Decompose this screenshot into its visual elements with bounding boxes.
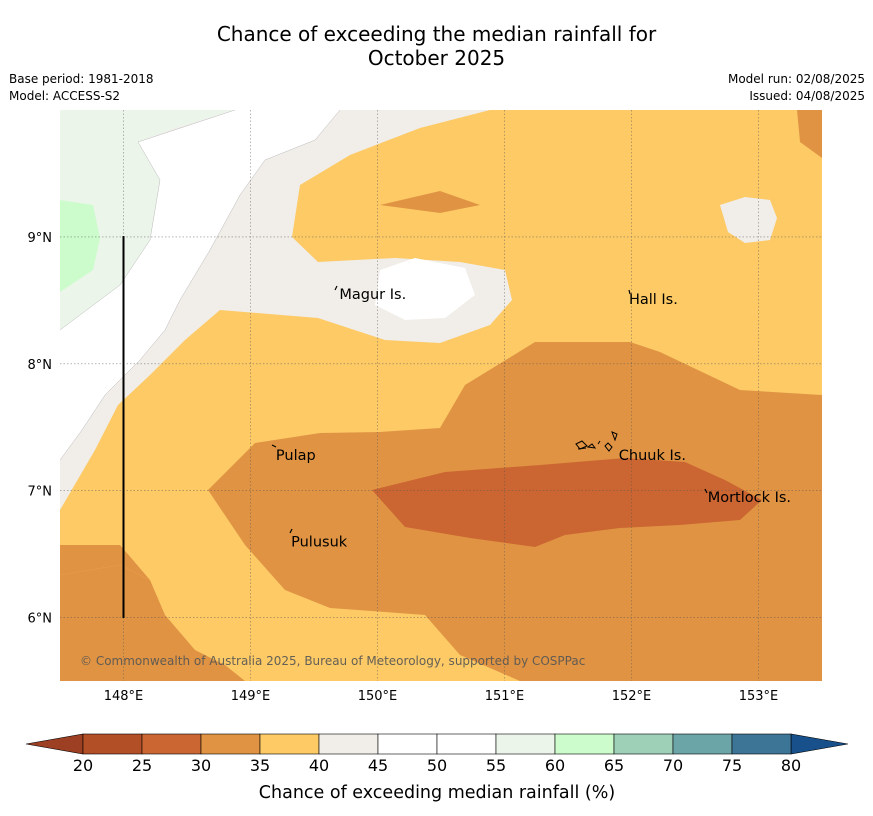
- colorbar-tick-label: 65: [604, 756, 624, 775]
- band-30-35-corner: [797, 110, 822, 158]
- colorbar-tick-label: 70: [663, 756, 683, 775]
- lon-tick-label: 150°E: [358, 689, 398, 704]
- band-60-65: [60, 200, 100, 292]
- colorbar: 20 25 30 35 40 45 50 55 60 65 70 75 80: [25, 733, 849, 775]
- band-25-30: [372, 458, 762, 547]
- colorbar-segment: [82, 733, 143, 755]
- colorbar-segment: [495, 733, 556, 755]
- longitude-ticks: 148°E 149°E 150°E 151°E 152°E 153°E: [104, 689, 779, 704]
- island-markers: [271, 285, 708, 534]
- band-45-55-hole: [375, 258, 475, 320]
- colorbar-segment: [200, 733, 261, 755]
- colorbar-segment: [259, 733, 320, 755]
- copyright-text: © Commonwealth of Australia 2025, Bureau…: [80, 654, 585, 668]
- colorbar-label: Chance of exceeding median rainfall (%): [259, 783, 615, 803]
- colorbar-segment: [141, 733, 202, 755]
- colorbar-segment: [377, 733, 438, 755]
- colorbar-over-arrow: [790, 733, 849, 755]
- band-45-55-mid: [60, 110, 340, 460]
- colorbar-tick-label: 25: [132, 756, 152, 775]
- place-label: Pulusuk: [291, 534, 348, 550]
- lon-tick-label: 148°E: [104, 689, 144, 704]
- place-labels: Magur Is. Hall Is. Pulap Chuuk Is. Mortlock …: [276, 287, 791, 550]
- meta-right: Model run: 02/08/2025 Issued: 04/08/2025: [728, 71, 865, 105]
- colorbar-tick-label: 45: [368, 756, 388, 775]
- lon-tick-label: 152°E: [612, 689, 652, 704]
- colorbar-segment: [554, 733, 615, 755]
- colorbar-segment: [613, 733, 674, 755]
- issued-date: Issued: 04/08/2025: [749, 89, 865, 103]
- colorbar-tick-label: 20: [73, 756, 93, 775]
- colorbar-tick-label: 35: [250, 756, 270, 775]
- lon-tick-label: 151°E: [485, 689, 525, 704]
- lon-tick-label: 149°E: [231, 689, 271, 704]
- place-label: Pulap: [276, 448, 316, 464]
- colorbar-tick-label: 80: [781, 756, 801, 775]
- gridlines: [60, 110, 822, 681]
- lat-tick-label: 7°N: [28, 485, 53, 500]
- lon-tick-label: 153°E: [739, 689, 779, 704]
- place-label: Chuuk Is.: [619, 448, 686, 464]
- colorbar-segment: [318, 733, 379, 755]
- title-line-1: Chance of exceeding the median rainfall …: [216, 22, 657, 46]
- base-period: Base period: 1981-2018: [9, 72, 154, 86]
- colorbar-segment: [436, 733, 497, 755]
- colorbar-under-arrow: [25, 733, 84, 755]
- place-label: Hall Is.: [629, 292, 678, 308]
- title-line-2: October 2025: [367, 46, 506, 70]
- band-30-35-blob: [380, 191, 480, 213]
- colorbar-tick-label: 60: [545, 756, 565, 775]
- band-40-45-blob: [720, 197, 777, 243]
- lat-tick-label: 8°N: [28, 358, 53, 373]
- colorbar-tick-label: 75: [722, 756, 742, 775]
- chuuk-island-shapes: [575, 431, 618, 452]
- colorbar-tick-label: 50: [427, 756, 447, 775]
- contour-layer: [60, 110, 822, 681]
- band-30-35-lower-left: [60, 565, 245, 681]
- colorbar-segment: [731, 733, 792, 755]
- map-title: Chance of exceeding the median rainfall …: [0, 22, 873, 70]
- model-run: Model run: 02/08/2025: [727, 72, 865, 86]
- place-label: Magur Is.: [339, 287, 406, 303]
- colorbar-tick-label: 40: [309, 756, 329, 775]
- colorbar-tick-label: 55: [486, 756, 506, 775]
- lat-tick-label: 6°N: [28, 612, 53, 627]
- latitude-ticks: 9°N 8°N 7°N 6°N: [28, 231, 53, 627]
- place-label: Mortlock Is.: [708, 490, 791, 506]
- model-name: Model: ACCESS-S2: [9, 89, 121, 103]
- colorbar-tick-label: 30: [191, 756, 211, 775]
- band-55-60: [60, 110, 235, 330]
- meta-left: Base period: 1981-2018 Model: ACCESS-S2: [9, 71, 154, 105]
- lat-tick-label: 9°N: [28, 231, 53, 246]
- colorbar-segment: [672, 733, 733, 755]
